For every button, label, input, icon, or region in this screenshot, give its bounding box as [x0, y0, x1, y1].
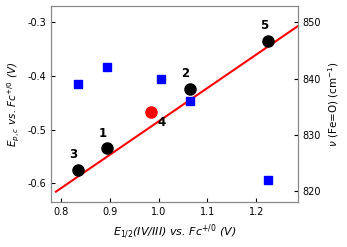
- Text: 1: 1: [99, 126, 107, 140]
- Y-axis label: $E_{p,c}$ vs. Fc$^{+/0}$ (V): $E_{p,c}$ vs. Fc$^{+/0}$ (V): [6, 61, 22, 146]
- Y-axis label: $\nu$ (Fe=O) (cm$^{-1}$): $\nu$ (Fe=O) (cm$^{-1}$): [327, 61, 341, 147]
- Text: 5: 5: [260, 19, 268, 32]
- X-axis label: $E_{1/2}$(IV/III) vs. Fc$^{+/0}$ (V): $E_{1/2}$(IV/III) vs. Fc$^{+/0}$ (V): [113, 223, 236, 242]
- Text: 3: 3: [69, 148, 77, 161]
- Text: 4: 4: [158, 116, 166, 129]
- Text: 2: 2: [181, 67, 189, 80]
